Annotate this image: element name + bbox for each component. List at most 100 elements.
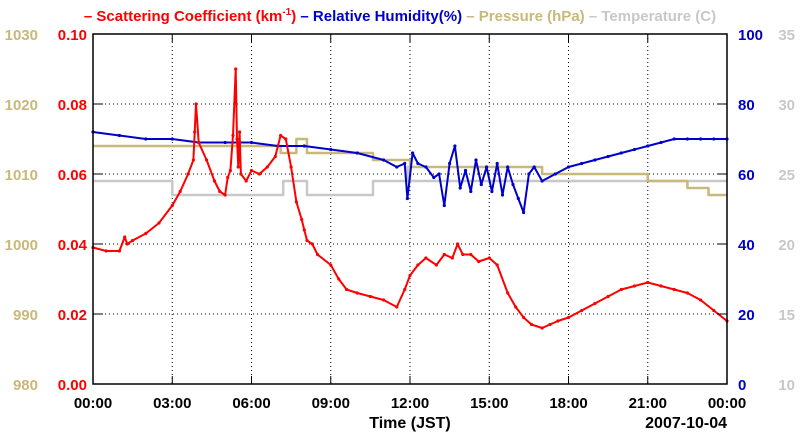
data-point-scattering xyxy=(238,130,242,134)
data-point-humidity xyxy=(437,172,441,176)
data-point-scattering xyxy=(461,252,465,257)
data-point-humidity xyxy=(606,154,610,159)
y-tick-label-left-inner: 0.06 xyxy=(58,167,87,184)
y-tick-label-right-outer: 10 xyxy=(778,377,795,394)
series-layer xyxy=(91,67,729,330)
data-point-humidity xyxy=(699,137,703,141)
x-tick-label: 00:00 xyxy=(708,395,746,412)
data-point-humidity xyxy=(117,133,121,138)
x-tick-label: 18:00 xyxy=(549,395,587,412)
data-point-scattering xyxy=(522,315,526,320)
data-point-scattering xyxy=(529,322,534,327)
x-tick-label: 06:00 xyxy=(232,395,270,412)
data-point-scattering xyxy=(231,133,235,138)
data-point-humidity xyxy=(432,175,436,180)
data-point-humidity xyxy=(448,161,452,166)
data-point-scattering xyxy=(144,231,148,236)
data-point-humidity xyxy=(527,172,531,176)
y-tick-label-left-inner: 0.08 xyxy=(58,97,87,114)
data-point-humidity xyxy=(632,147,637,152)
data-point-scattering xyxy=(329,263,333,267)
data-point-humidity xyxy=(395,165,399,169)
data-point-humidity xyxy=(405,196,409,201)
data-point-humidity xyxy=(580,161,584,166)
data-point-humidity xyxy=(553,172,557,176)
data-point-humidity xyxy=(506,165,510,169)
y-tick-label-right-outer: 30 xyxy=(778,97,795,114)
legend: – Scattering Coefficient (km-1) – Relati… xyxy=(84,7,716,25)
data-point-humidity xyxy=(566,165,571,169)
data-point-humidity xyxy=(463,168,468,173)
data-point-scattering xyxy=(632,284,637,288)
data-point-humidity xyxy=(144,137,148,141)
data-point-scattering xyxy=(197,140,201,145)
data-point-scattering xyxy=(236,165,240,169)
data-point-scattering xyxy=(218,189,222,194)
data-point-scattering xyxy=(540,326,544,330)
data-point-scattering xyxy=(117,249,121,253)
data-point-humidity xyxy=(302,144,306,148)
data-point-scattering xyxy=(244,179,248,183)
data-point-scattering xyxy=(450,256,454,260)
data-point-scattering xyxy=(469,252,473,257)
data-point-scattering xyxy=(212,179,217,183)
data-point-scattering xyxy=(302,228,306,232)
y-tick-label-right-outer: 25 xyxy=(778,167,795,184)
data-point-humidity xyxy=(511,182,515,187)
data-point-scattering xyxy=(548,322,552,327)
data-point-scattering xyxy=(178,189,182,194)
y-tick-label-right-inner: 100 xyxy=(738,27,763,44)
data-point-scattering xyxy=(157,221,161,225)
data-point-scattering xyxy=(606,294,610,299)
data-point-scattering xyxy=(223,193,227,197)
y-tick-label-right-inner: 60 xyxy=(738,167,755,184)
x-tick-label: 03:00 xyxy=(153,395,191,412)
data-point-scattering xyxy=(294,200,298,204)
x-tick-label: 15:00 xyxy=(470,395,508,412)
data-point-scattering xyxy=(619,287,623,292)
y-tick-label-right-inner: 20 xyxy=(738,307,755,324)
legend-entry-suffix: ) xyxy=(291,8,296,25)
data-point-scattering xyxy=(239,172,243,176)
data-point-humidity xyxy=(223,140,227,145)
data-point-scattering xyxy=(699,298,703,302)
data-point-humidity xyxy=(403,161,407,166)
data-point-humidity xyxy=(619,151,623,155)
legend-entry: – Temperature (C) xyxy=(585,8,716,25)
x-tick-label: 21:00 xyxy=(629,395,667,412)
legend-entry-superscript: -1 xyxy=(282,7,291,18)
data-point-scattering xyxy=(646,280,650,285)
data-point-scattering xyxy=(424,256,428,260)
data-point-scattering xyxy=(672,287,676,292)
data-point-humidity xyxy=(442,203,446,208)
data-point-humidity xyxy=(522,210,526,215)
data-point-humidity xyxy=(659,140,663,145)
data-point-scattering xyxy=(131,238,135,243)
data-point-scattering xyxy=(382,298,386,302)
data-point-humidity xyxy=(474,158,478,162)
data-point-scattering xyxy=(265,165,269,169)
legend-entry: – Pressure (hPa) xyxy=(462,8,585,25)
y-tick-label-left-inner: 0.10 xyxy=(58,27,87,44)
data-point-scattering xyxy=(234,67,238,71)
data-point-scattering xyxy=(593,301,597,306)
data-point-humidity xyxy=(685,137,690,141)
data-point-scattering xyxy=(310,242,314,246)
legend-text: – Scattering Coefficient (km-1) – Relati… xyxy=(84,7,716,25)
data-point-scattering xyxy=(345,287,349,292)
y-tick-label-left-outer: 1020 xyxy=(5,97,38,114)
data-point-scattering xyxy=(170,203,174,208)
y-tick-label-right-inner: 0 xyxy=(738,377,746,394)
data-point-scattering xyxy=(273,154,277,159)
x-tick-label: 12:00 xyxy=(391,395,429,412)
data-point-humidity xyxy=(458,186,462,190)
data-point-humidity xyxy=(411,151,415,155)
x-tick-label: 09:00 xyxy=(312,395,350,412)
data-point-scattering xyxy=(305,238,309,243)
data-point-scattering xyxy=(205,158,209,162)
y-tick-label-right-outer: 35 xyxy=(778,27,795,44)
data-point-humidity xyxy=(672,137,676,141)
data-point-humidity xyxy=(500,193,505,197)
x-axis-label: Time (JST) xyxy=(369,415,451,432)
